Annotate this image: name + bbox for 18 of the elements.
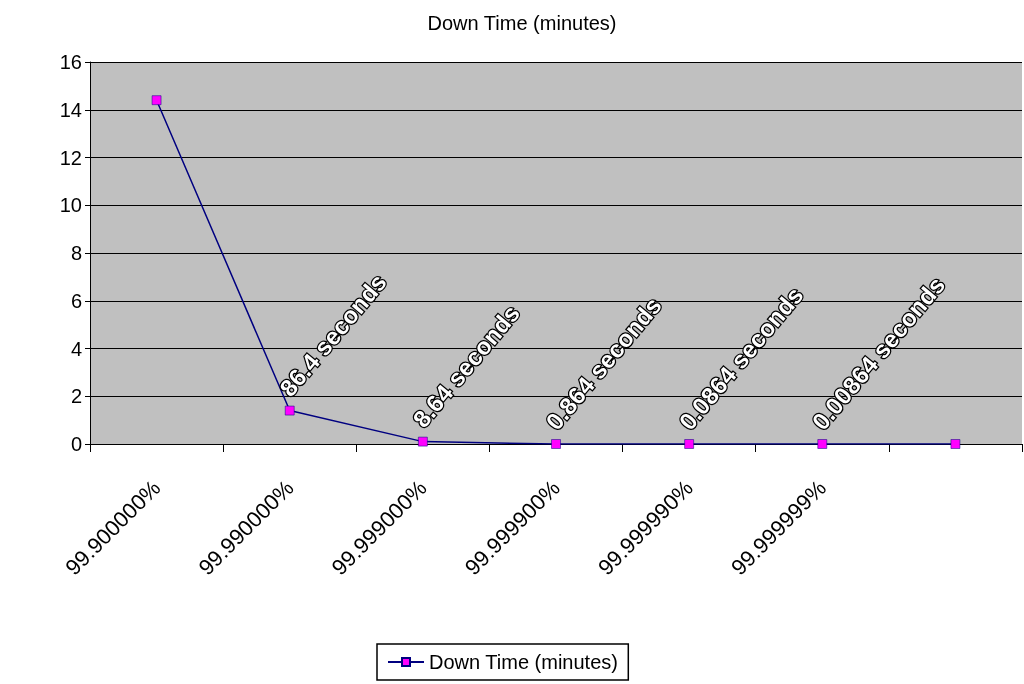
y-tick-label: 2 — [70, 385, 82, 408]
y-tick-label: 16 — [59, 51, 82, 73]
point — [684, 439, 694, 449]
point — [817, 439, 828, 449]
y-tick-label: 10 — [59, 194, 82, 217]
y-tick-label: 12 — [59, 146, 82, 169]
y-tick-label: 14 — [59, 98, 82, 121]
legend-label: Down Time (minutes) — [429, 651, 618, 673]
y-tick-label: 8 — [70, 242, 82, 264]
point — [284, 405, 295, 416]
y-tick-label: 4 — [70, 337, 82, 360]
point — [551, 439, 561, 449]
point — [151, 95, 162, 105]
y-tick-label: 0 — [70, 433, 82, 455]
y-tick-label: 6 — [70, 289, 82, 312]
chart-title: Down Time (minutes) — [427, 12, 617, 34]
point — [950, 439, 961, 449]
point — [418, 436, 428, 447]
